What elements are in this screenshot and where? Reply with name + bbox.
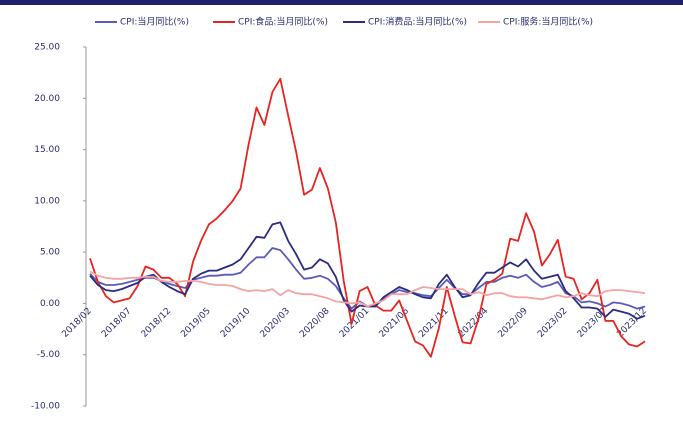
series-line [89, 77, 646, 358]
y-tick-label: 0.00 [40, 299, 60, 309]
x-tick-label: 2023/02 [536, 306, 570, 340]
top-band [0, 0, 683, 5]
x-tick-label: 2019/05 [179, 306, 213, 340]
x-tick-label: 2021/11 [417, 306, 451, 340]
legend-label: CPI:食品:当月同比(%) [238, 16, 328, 28]
series-line [89, 270, 646, 308]
legend-label: CPI:当月同比(%) [120, 16, 189, 28]
x-tick-label: 2018/12 [140, 306, 174, 340]
y-tick-label: -5.00 [37, 350, 61, 360]
y-tick-label: 20.00 [34, 94, 60, 104]
series-line [89, 221, 646, 320]
legend-label: CPI:消费品:当月同比(%) [368, 16, 467, 28]
x-tick-label: 2020/03 [259, 306, 293, 340]
y-tick-label: 5.00 [40, 248, 60, 258]
x-tick-label: 2022/09 [496, 306, 530, 340]
x-tick-label: 2019/10 [219, 306, 253, 340]
y-tick-label: -10.00 [31, 402, 60, 412]
x-tick-label: 2020/08 [298, 306, 332, 340]
y-tick-label: 10.00 [34, 196, 60, 206]
y-tick-label: 15.00 [34, 145, 60, 155]
y-tick-label: 25.00 [34, 43, 60, 53]
x-tick-label: 2018/07 [100, 306, 134, 340]
x-tick-label: 2018/02 [60, 306, 94, 340]
legend-label: CPI:服务:当月同比(%) [503, 16, 593, 28]
